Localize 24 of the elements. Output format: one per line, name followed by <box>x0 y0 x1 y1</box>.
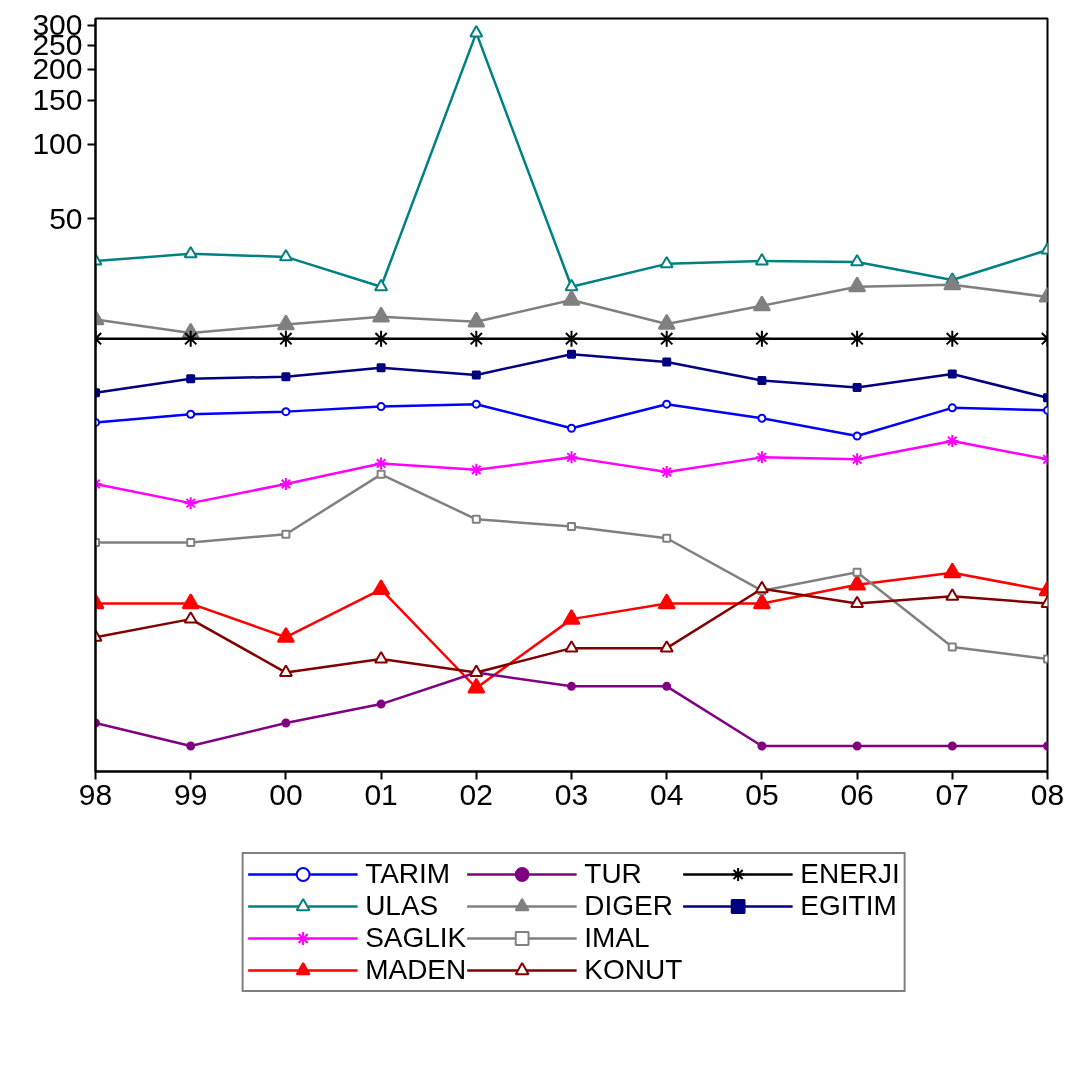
legend-label: ULAS <box>365 890 439 922</box>
x-tick-label: 06 <box>840 777 874 811</box>
legend-label: IMAL <box>584 922 650 954</box>
legend-label: MADEN <box>365 954 467 986</box>
x-tick-label: 08 <box>1030 777 1065 811</box>
y-tick-label: 100 <box>32 127 83 161</box>
x-tick-label: 98 <box>78 777 113 811</box>
x-tick-label: 01 <box>364 777 398 811</box>
legend-label: TUR <box>584 858 642 890</box>
legend-label: ENERJI <box>800 858 900 890</box>
legend-label: SAGLIK <box>365 922 467 954</box>
legend-label: EGITIM <box>800 890 897 922</box>
x-tick-label: 04 <box>650 777 684 811</box>
x-tick-label: 03 <box>554 777 589 811</box>
legend-label: DIGER <box>584 890 673 922</box>
legend-label: TARIM <box>365 858 451 890</box>
x-tick-label: 02 <box>459 777 493 811</box>
x-tick-label: 99 <box>174 777 208 811</box>
x-tick-label: 05 <box>745 777 779 811</box>
x-tick-label: 07 <box>935 777 969 811</box>
legend-label: KONUT <box>584 954 683 986</box>
x-tick-label: 00 <box>269 777 303 811</box>
y-tick-label: 150 <box>32 83 83 117</box>
y-tick-label: 50 <box>49 201 83 235</box>
